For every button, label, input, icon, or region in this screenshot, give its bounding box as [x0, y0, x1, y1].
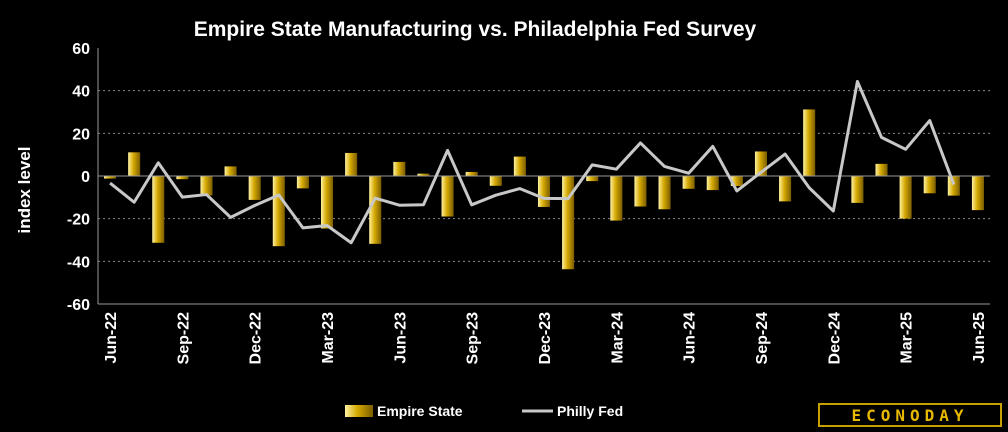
x-tick-labels: Jun-22 Sep-22 Dec-22 Mar-23 Jun-23 Sep-23 Dec-…	[103, 312, 988, 365]
bar-empire-state-Jul-24	[706, 176, 719, 191]
bar-empire-state-Oct-22	[200, 176, 213, 196]
x-tick-label: Sep-22	[175, 312, 192, 365]
bar-empire-state-Jun-25	[971, 176, 984, 211]
bar-empire-state-Jan-23	[272, 176, 285, 247]
bar-empire-state-Apr-24	[634, 176, 647, 207]
y-tick-labels: 60 40 20 0 -20 -40 -60	[67, 41, 90, 314]
bar-empire-state-Aug-22	[152, 176, 165, 243]
bar-empire-state-Nov-23	[513, 156, 526, 176]
y-tick-label: -60	[67, 297, 90, 314]
y-tick-label: 20	[72, 126, 90, 143]
x-tick-label: Mar-23	[320, 312, 337, 364]
bar-empire-state-May-24	[658, 176, 671, 210]
bar-empire-state-Nov-22	[224, 166, 237, 176]
y-tick-label: 60	[72, 41, 90, 58]
bar-empire-state-Feb-23	[296, 176, 309, 189]
y-tick-label: 40	[72, 84, 90, 101]
bar-empire-state-Nov-24	[803, 109, 816, 176]
bar-empire-state-Apr-23	[345, 152, 358, 176]
bar-empire-state-May-23	[369, 176, 382, 244]
y-axis-label: index level	[15, 147, 34, 234]
y-tick-label: -40	[67, 254, 90, 271]
bar-empire-state-Oct-24	[779, 176, 792, 202]
bar-empire-state-Apr-25	[923, 176, 936, 194]
bar-empire-state-May-25	[947, 176, 960, 196]
bar-empire-state-Feb-24	[586, 176, 599, 182]
bar-empire-state-Oct-23	[489, 176, 502, 186]
bar-empire-state-Aug-23	[441, 176, 454, 217]
y-tick-label: -20	[67, 212, 90, 229]
bar-empire-state-Jan-24	[562, 176, 575, 270]
bar-empire-state-Jul-22	[128, 152, 141, 176]
y-tick-label: 0	[81, 169, 90, 186]
bar-empire-state-Jan-25	[851, 176, 864, 203]
bar-empire-state-Mar-25	[899, 176, 912, 219]
legend-label-empire-state: Empire State	[377, 403, 463, 419]
bar-empire-state-Dec-22	[248, 176, 261, 200]
x-tick-label: Jun-24	[682, 312, 699, 364]
bar-empire-state-Sep-23	[465, 171, 478, 176]
legend: Empire State Philly Fed	[345, 403, 623, 419]
x-tick-label: Sep-23	[465, 312, 482, 365]
bar-empire-state-Mar-24	[610, 176, 623, 221]
chart-title: Empire State Manufacturing vs. Philadelp…	[194, 18, 757, 41]
bar-empire-state-Jul-23	[417, 173, 430, 176]
legend-label-philly-fed: Philly Fed	[557, 403, 623, 419]
x-tick-label: Dec-23	[537, 312, 554, 365]
legend-swatch-empire-state	[345, 405, 373, 417]
x-tick-label: Jun-22	[103, 312, 120, 364]
bar-empire-state-Jun-24	[682, 176, 695, 189]
bar-empire-state-Mar-23	[321, 176, 334, 229]
bar-empire-state-Sep-22	[176, 176, 189, 180]
x-tick-label: Mar-24	[609, 312, 626, 364]
x-tick-label: Sep-24	[754, 312, 771, 365]
econoday-logo: ECONODAY	[818, 403, 1002, 427]
bar-empire-state-Feb-25	[875, 163, 888, 176]
philly-fed-line	[109, 79, 956, 245]
bar-empire-state-Aug-24	[730, 176, 743, 187]
x-tick-label: Mar-25	[899, 312, 916, 364]
bar-empire-state-Jun-23	[393, 161, 406, 176]
x-tick-label: Dec-24	[826, 312, 843, 365]
bar-empire-state-Jun-22	[104, 176, 117, 179]
x-tick-label: Dec-22	[248, 312, 265, 365]
x-tick-label: Jun-25	[971, 312, 988, 364]
x-tick-label: Jun-23	[392, 312, 409, 364]
bar-empire-state-Dec-23	[537, 176, 551, 207]
